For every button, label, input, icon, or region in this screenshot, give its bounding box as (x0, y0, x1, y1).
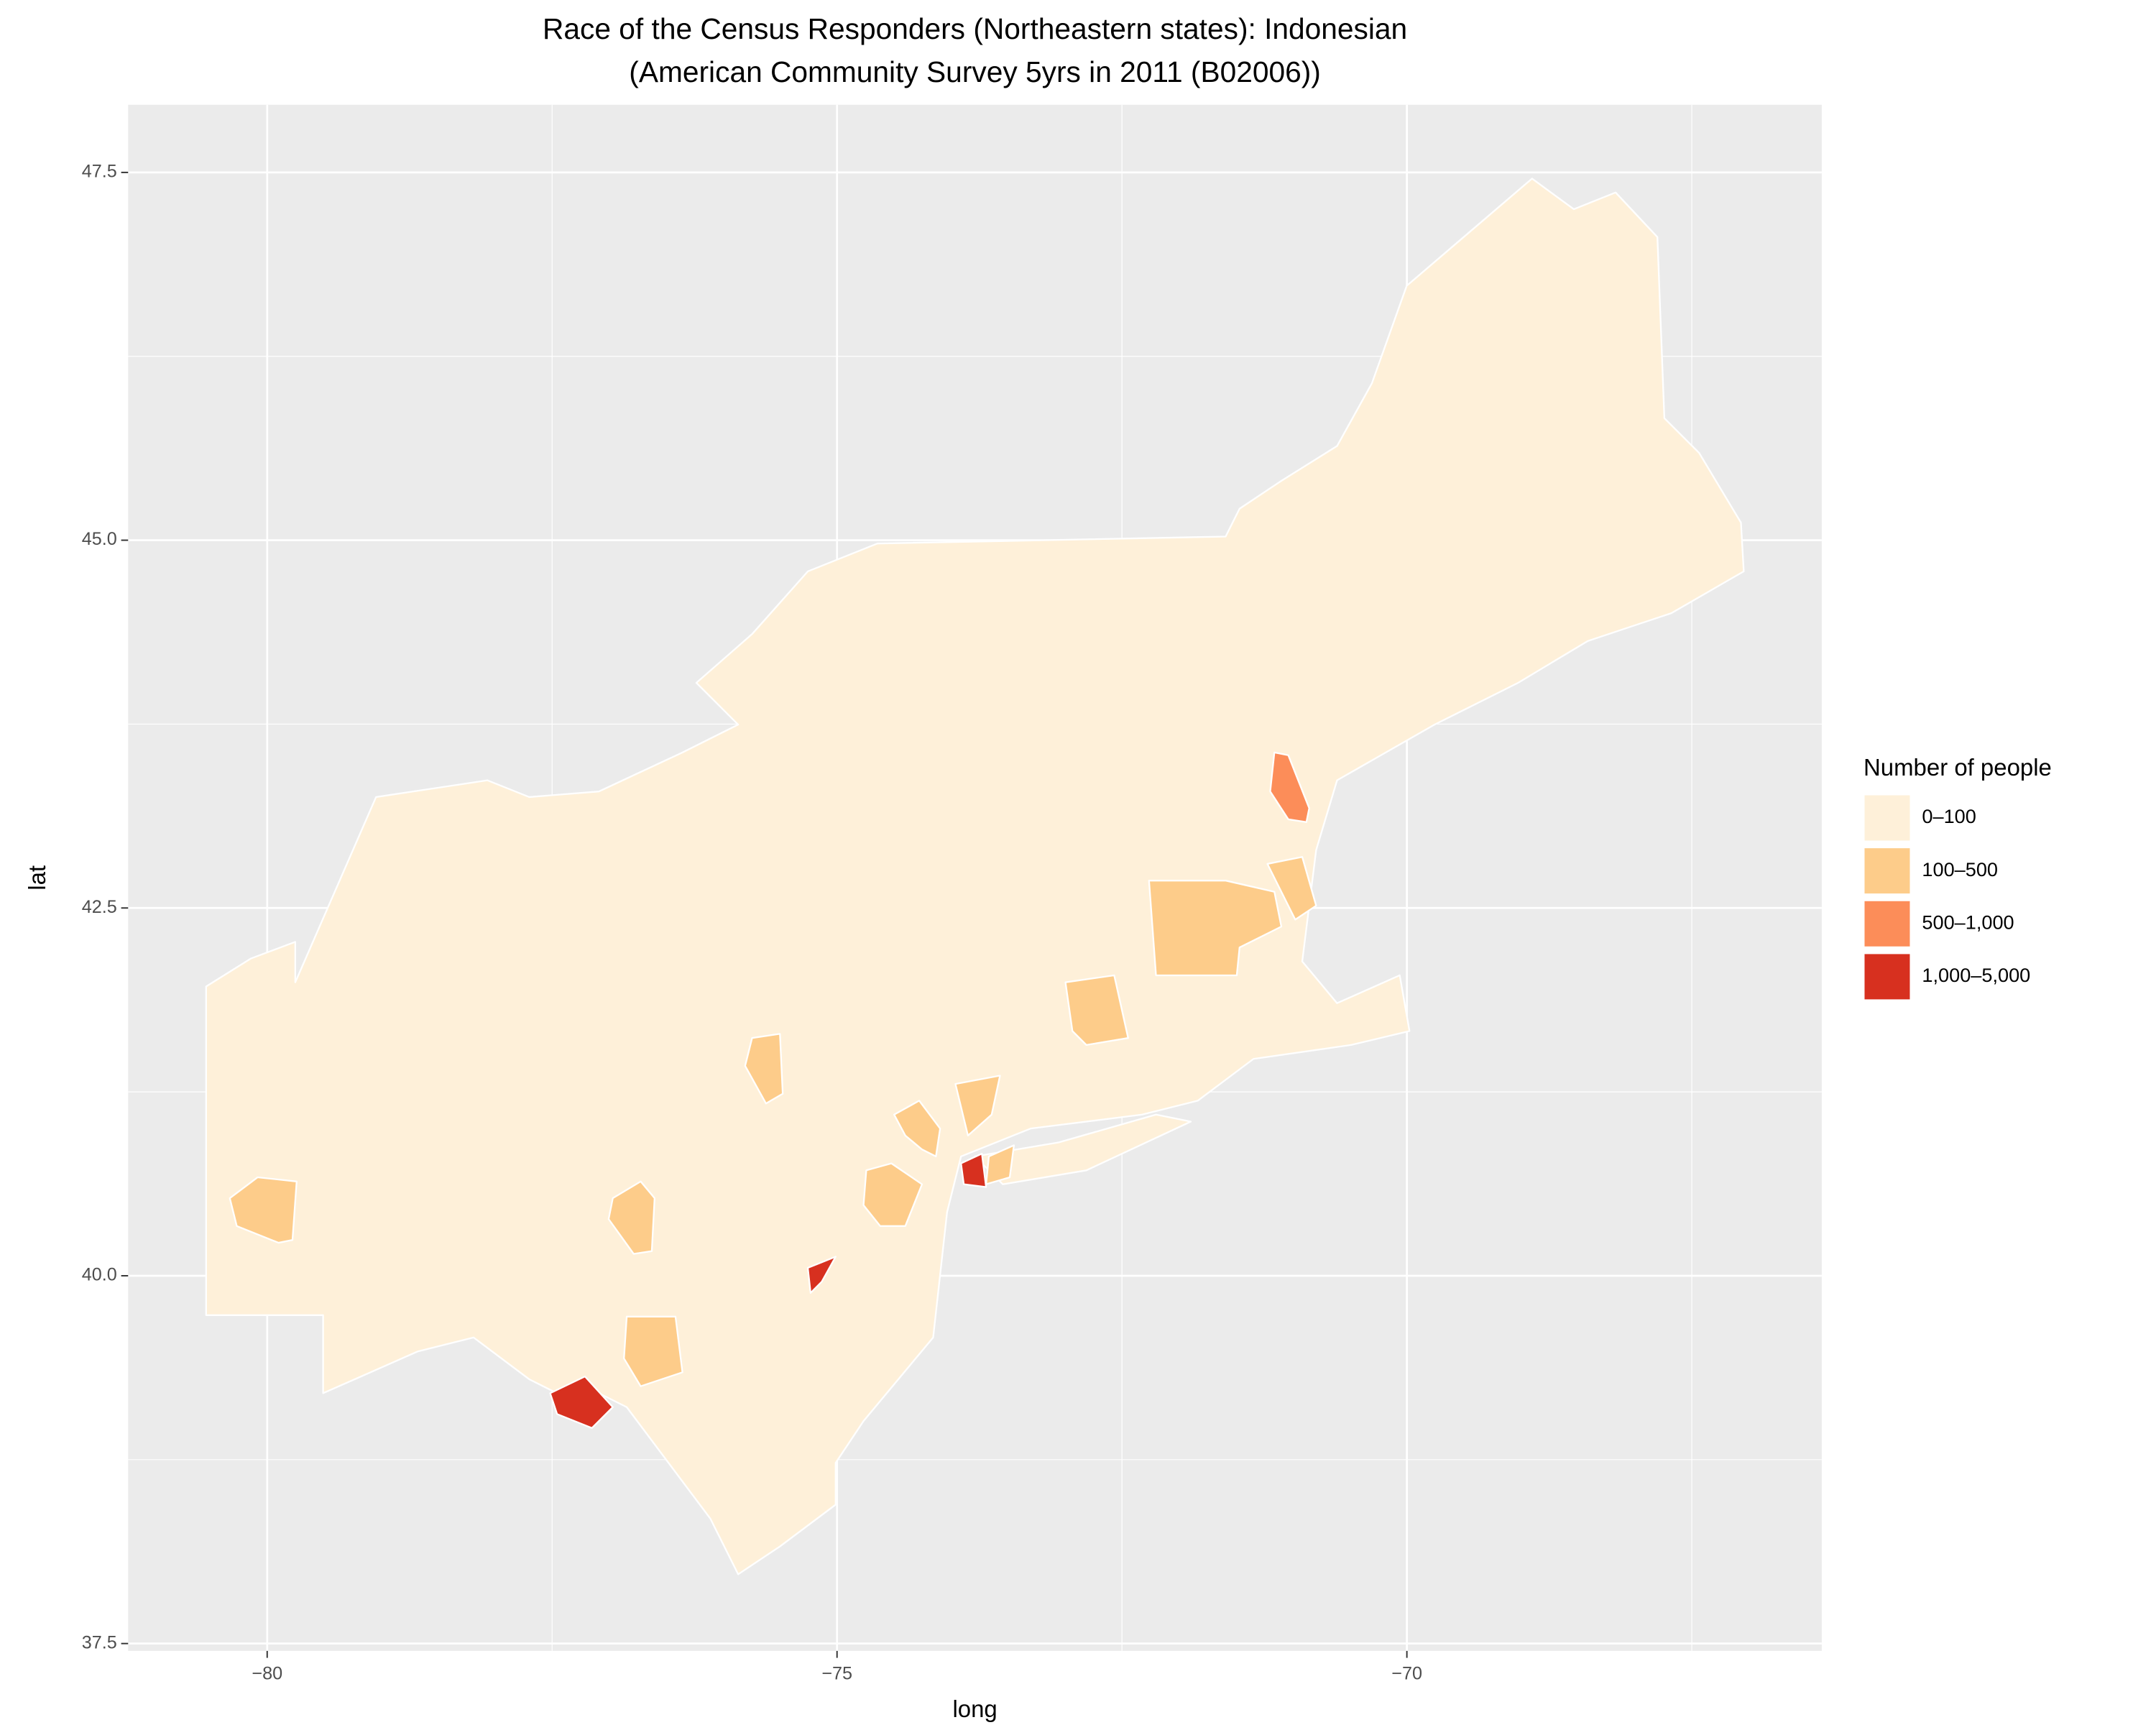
y-tick-label: 42.5 (82, 897, 117, 917)
y-tick-label: 37.5 (82, 1632, 117, 1652)
county (1148, 880, 1283, 977)
legend-key (1862, 846, 1912, 896)
x-axis-label: long (952, 1696, 997, 1722)
county (806, 1256, 837, 1294)
county (549, 1375, 614, 1429)
county (744, 1033, 784, 1105)
county (862, 1162, 923, 1227)
legend-label: 0–100 (1922, 805, 1976, 827)
legend-key (1862, 898, 1912, 949)
county (954, 1075, 1001, 1137)
county (1269, 751, 1310, 823)
chart-title: Race of the Census Responders (Northeast… (543, 12, 1407, 45)
legend-key (1862, 952, 1912, 1002)
legend-label: 100–500 (1922, 858, 1998, 880)
county (893, 1100, 941, 1158)
legend-key (1862, 793, 1912, 843)
county (1064, 974, 1129, 1046)
long-island (974, 1113, 1192, 1185)
y-tick-label: 40.0 (82, 1265, 117, 1285)
y-tick-label: 45.0 (82, 529, 117, 549)
legend-title: Number of people (1864, 754, 2052, 781)
x-tick-label: −80 (252, 1664, 282, 1684)
county (607, 1180, 656, 1255)
legend-label: 500–1,000 (1922, 911, 2014, 933)
county (1266, 856, 1317, 921)
county (623, 1315, 683, 1387)
county (960, 1152, 987, 1188)
map (205, 178, 1745, 1576)
region-outline (205, 178, 1745, 1576)
grid (128, 104, 1822, 1651)
x-tick-label: −70 (1391, 1664, 1422, 1684)
y-tick-label: 47.5 (82, 162, 117, 182)
county (229, 1176, 298, 1244)
x-tick-label: −75 (821, 1664, 852, 1684)
county (985, 1144, 1015, 1185)
y-axis-label: lat (24, 865, 50, 891)
chart-subtitle: (American Community Survey 5yrs in 2011 … (629, 55, 1321, 88)
legend-label: 1,000–5,000 (1922, 964, 2030, 986)
legend: Number of people 0–100 100–500 500–1,000 1,… (1862, 754, 2052, 1002)
